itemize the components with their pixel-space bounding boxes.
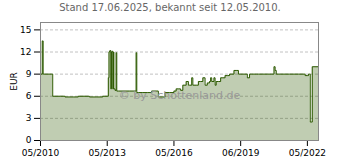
svg-text:05/2016: 05/2016 (155, 148, 193, 158)
svg-text:9: 9 (26, 69, 32, 79)
svg-text:3: 3 (26, 113, 32, 123)
svg-text:EUR: EUR (9, 72, 19, 91)
svg-text:0: 0 (26, 135, 32, 145)
svg-text:12: 12 (20, 47, 31, 57)
svg-text:15: 15 (20, 25, 31, 35)
svg-text:6: 6 (26, 91, 32, 101)
svg-text:05/2013: 05/2013 (89, 148, 126, 158)
svg-text:05/2010: 05/2010 (22, 148, 60, 158)
svg-text:06/2019: 06/2019 (222, 148, 260, 158)
svg-text:© by Schottenland.de: © by Schottenland.de (119, 89, 241, 102)
svg-text:05/2022: 05/2022 (289, 148, 326, 158)
html-text:Stand 17.06.2025, bekannt seit: Stand 17.06.2025, bekannt seit 12.05.201… (59, 2, 281, 13)
